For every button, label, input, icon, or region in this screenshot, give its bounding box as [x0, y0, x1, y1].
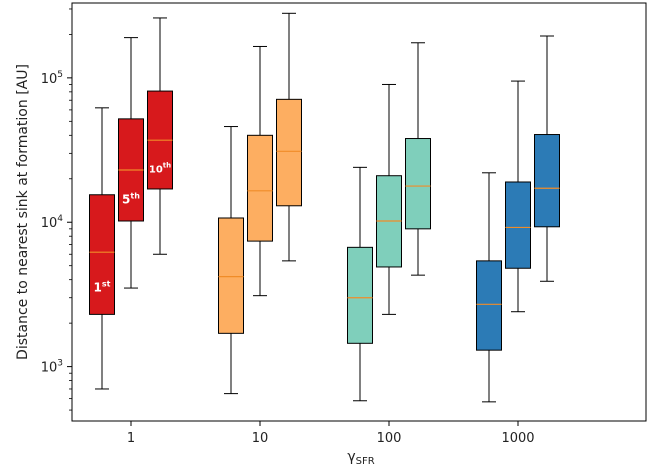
box-iqr [534, 134, 560, 228]
box-iqr [218, 217, 244, 334]
box-rank-label: 10th [149, 162, 171, 176]
y-tick-label: 105 [41, 70, 63, 87]
y-tick-label-exponent: 3 [57, 359, 63, 369]
box-iqr [405, 138, 431, 230]
y-tick-label-exponent: 5 [57, 70, 63, 80]
box-iqr [505, 181, 531, 269]
box-rank-label: 1st [94, 279, 111, 294]
plot-frame [71, 2, 647, 422]
box-rank-label-base: 1 [94, 280, 102, 294]
box-rank-label-base: 10 [149, 165, 163, 176]
x-axis-label: γSFR [347, 449, 374, 467]
y-tick-label-exponent: 4 [57, 214, 63, 224]
box-iqr [347, 246, 373, 344]
box-iqr [247, 134, 273, 242]
y-axis-label: Distance to nearest sink at formation [A… [15, 64, 31, 360]
x-axis-label-main: γ [347, 449, 355, 465]
y-tick-label: 103 [41, 359, 63, 376]
x-tick-label: 10 [252, 431, 269, 446]
box-iqr [276, 98, 302, 207]
x-axis-label-subscript: SFR [356, 456, 375, 467]
box-rank-label-suffix: th [163, 162, 171, 170]
y-tick-label-base: 10 [41, 361, 58, 376]
box-rank-label-base: 5 [122, 193, 130, 207]
y-tick-label-base: 10 [41, 216, 58, 231]
box-rank-label: 5th [122, 192, 140, 207]
box-rank-label-suffix: th [130, 192, 140, 201]
box-iqr [476, 260, 502, 351]
y-tick-label: 104 [41, 214, 64, 231]
y-tick-label-base: 10 [41, 72, 58, 87]
box-rank-label-suffix: st [102, 279, 111, 288]
x-tick-label: 1000 [501, 431, 534, 446]
box-iqr [89, 194, 115, 315]
x-tick-label: 100 [377, 431, 402, 446]
x-tick-label: 1 [127, 431, 135, 446]
